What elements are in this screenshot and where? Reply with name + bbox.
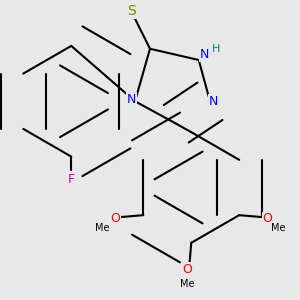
Text: Me: Me [180, 279, 195, 289]
Text: S: S [127, 4, 136, 18]
Text: O: O [262, 212, 272, 225]
Text: F: F [68, 172, 75, 186]
Text: Me: Me [95, 223, 109, 233]
Text: N: N [200, 48, 209, 61]
Text: O: O [110, 212, 120, 225]
Text: N: N [209, 95, 218, 108]
Text: N: N [127, 93, 136, 106]
Text: O: O [183, 262, 192, 276]
Text: Me: Me [271, 223, 286, 233]
Text: H: H [212, 44, 220, 54]
